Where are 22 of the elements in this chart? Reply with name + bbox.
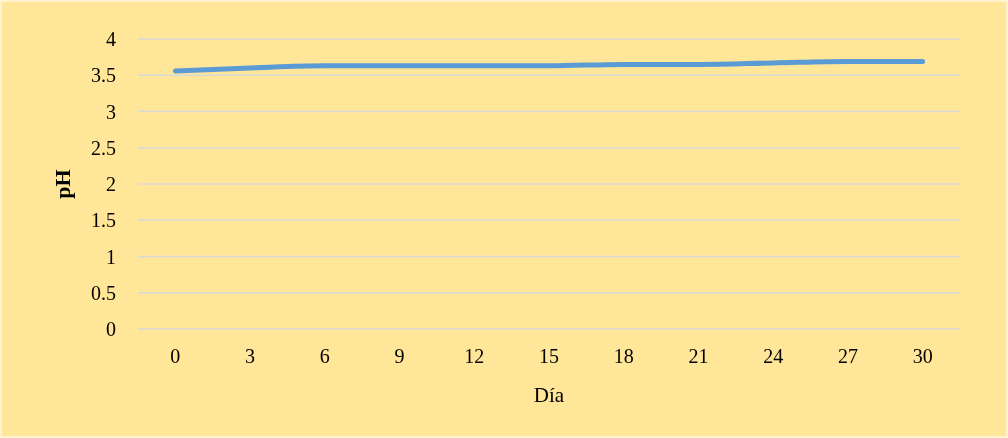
x-tick-label: 15 [539,345,559,367]
y-tick-label: 0 [106,318,116,340]
y-tick-label: 0.5 [91,281,116,304]
x-tick-label: 12 [464,345,485,367]
y-tick-label: 2.5 [91,136,116,159]
x-tick-label: 30 [912,345,933,367]
x-tick-label: 24 [763,345,784,367]
y-tick-label: 1 [106,245,116,268]
y-tick-label: 1.5 [91,209,116,232]
x-tick-label: 9 [394,345,405,367]
x-tick-label: 0 [170,345,181,367]
y-tick-label: 2 [106,173,116,195]
y-axis-title: pH [50,169,75,199]
x-tick-label: 18 [613,345,634,367]
y-tick-label: 4 [106,28,116,50]
x-tick-label: 3 [245,345,256,367]
y-tick-label: 3.5 [91,64,116,87]
x-tick-label: 6 [319,345,330,367]
x-tick-label: 27 [837,345,858,367]
x-axis-title: Día [533,383,565,407]
x-tick-label: 21 [688,345,709,367]
y-tick-label: 3 [106,100,116,123]
